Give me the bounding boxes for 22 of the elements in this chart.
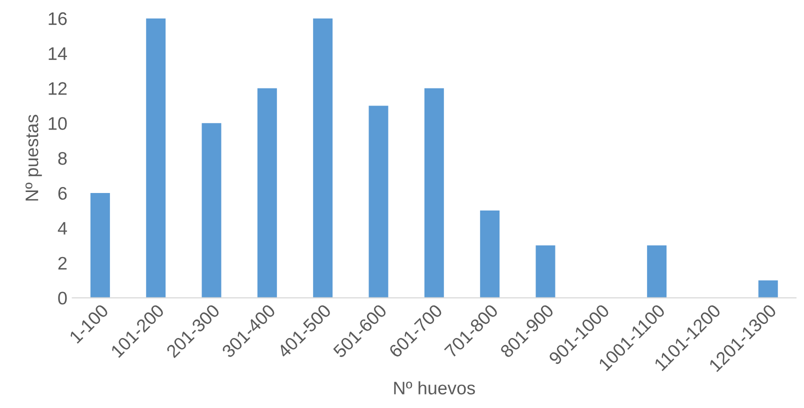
bar [146,18,166,298]
x-axis-title: Nº huevos [394,381,475,394]
y-tick-label: 10 [48,117,67,130]
y-tick-label: 8 [58,152,67,165]
bar [368,106,388,298]
y-tick-label: 2 [58,256,67,270]
bar [424,88,444,298]
bar [536,245,556,298]
bar [257,88,277,298]
y-tick-label: 0 [58,292,67,305]
y-axis-title: Nº puestas [25,114,42,201]
bar [480,210,500,298]
y-tick-label: 6 [58,186,67,200]
y-tick-label: 14 [48,47,67,60]
y-tick-label: 16 [48,12,67,26]
y-tick-label: 12 [48,82,67,95]
bar [647,245,667,298]
bar [758,280,778,298]
bar [202,123,222,298]
bar [313,18,333,298]
bar [90,193,110,298]
y-tick-label: 4 [58,222,67,235]
